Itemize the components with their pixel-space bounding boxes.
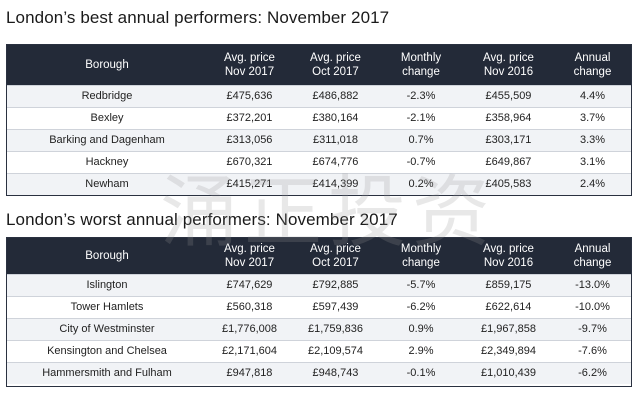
cell-borough: Bexley (7, 106, 207, 129)
cell-monthly-change: -0.7% (379, 150, 463, 173)
cell-monthly-change: 2.9% (379, 339, 463, 362)
cell-price-nov-2017: £670,321 (207, 150, 292, 173)
cell-annual-change: -13.0% (554, 273, 631, 296)
cell-price-nov-2016: £2,349,894 (463, 339, 554, 362)
table-row: Hammersmith and Fulham £947,818 £948,743… (7, 361, 631, 384)
cell-price-nov-2017: £372,201 (207, 106, 292, 129)
header-cell-borough: Borough (7, 45, 207, 85)
table-row: Newham £415,271 £414,399 0.2% £405,583 2… (7, 172, 631, 195)
cell-price-nov-2017: £1,776,008 (207, 317, 292, 340)
cell-monthly-change: -2.3% (379, 84, 463, 107)
cell-borough: Barking and Dagenham (7, 128, 207, 151)
cell-annual-change: 3.3% (554, 128, 631, 151)
best-performers-table: Borough Avg. price Nov 2017 Avg. price Oct… (7, 45, 631, 195)
table-row: Kensington and Chelsea £2,171,604 £2,109… (7, 339, 631, 362)
best-table-header: Borough Avg. price Nov 2017 Avg. price Oct… (7, 45, 631, 85)
cell-price-oct-2017: £2,109,574 (292, 339, 379, 362)
header-cell-price-oct-2017: Avg. price Oct 2017 (292, 238, 379, 274)
cell-monthly-change: -6.2% (379, 295, 463, 318)
cell-borough: Hackney (7, 150, 207, 173)
cell-borough: City of Westminster (7, 317, 207, 340)
cell-price-nov-2016: £455,509 (463, 84, 554, 107)
table-row: Tower Hamlets £560,318 £597,439 -6.2% £6… (7, 295, 631, 318)
table-row: Redbridge £475,636 £486,882 -2.3% £455,5… (7, 84, 631, 107)
cell-annual-change: 3.7% (554, 106, 631, 129)
cell-annual-change: -9.7% (554, 317, 631, 340)
cell-price-oct-2017: £414,399 (292, 172, 379, 195)
header-cell-price-nov-2017: Avg. price Nov 2017 (207, 238, 292, 274)
table-row: Bexley £372,201 £380,164 -2.1% £358,964 … (7, 106, 631, 129)
cell-monthly-change: -0.1% (379, 361, 463, 384)
worst-table-header: Borough Avg. price Nov 2017 Avg. price Oct… (7, 238, 631, 274)
cell-price-oct-2017: £674,776 (292, 150, 379, 173)
cell-monthly-change: 0.2% (379, 172, 463, 195)
cell-price-nov-2016: £405,583 (463, 172, 554, 195)
cell-price-oct-2017: £597,439 (292, 295, 379, 318)
cell-price-nov-2016: £1,967,858 (463, 317, 554, 340)
worst-performers-table: Borough Avg. price Nov 2017 Avg. price Oct… (7, 238, 631, 384)
cell-price-oct-2017: £1,759,836 (292, 317, 379, 340)
cell-price-oct-2017: £486,882 (292, 84, 379, 107)
cell-annual-change: 2.4% (554, 172, 631, 195)
header-cell-monthly-change: Monthly change (379, 238, 463, 274)
cell-price-nov-2017: £560,318 (207, 295, 292, 318)
cell-price-nov-2016: £358,964 (463, 106, 554, 129)
cell-borough: Redbridge (7, 84, 207, 107)
cell-borough: Islington (7, 273, 207, 296)
worst-performers-title: London’s worst annual performers: Novemb… (6, 210, 398, 229)
cell-annual-change: -7.6% (554, 339, 631, 362)
header-row: Borough Avg. price Nov 2017 Avg. price Oct… (7, 238, 631, 274)
cell-price-nov-2017: £947,818 (207, 361, 292, 384)
cell-price-nov-2017: £2,171,604 (207, 339, 292, 362)
cell-price-nov-2016: £303,171 (463, 128, 554, 151)
cell-price-oct-2017: £380,164 (292, 106, 379, 129)
cell-price-nov-2016: £649,867 (463, 150, 554, 173)
cell-monthly-change: -5.7% (379, 273, 463, 296)
best-table-body: Redbridge £475,636 £486,882 -2.3% £455,5… (7, 84, 631, 195)
header-cell-monthly-change: Monthly change (379, 45, 463, 85)
best-performers-title: London’s best annual performers: Novembe… (6, 8, 390, 27)
header-cell-annual-change: Annual change (554, 45, 631, 85)
table-row: Barking and Dagenham £313,056 £311,018 0… (7, 128, 631, 151)
cell-price-nov-2017: £415,271 (207, 172, 292, 195)
header-row: Borough Avg. price Nov 2017 Avg. price Oct… (7, 45, 631, 85)
header-cell-annual-change: Annual change (554, 238, 631, 274)
cell-price-nov-2016: £859,175 (463, 273, 554, 296)
cell-borough: Kensington and Chelsea (7, 339, 207, 362)
cell-price-oct-2017: £311,018 (292, 128, 379, 151)
header-cell-price-nov-2016: Avg. price Nov 2016 (463, 238, 554, 274)
cell-price-nov-2017: £313,056 (207, 128, 292, 151)
header-cell-price-nov-2016: Avg. price Nov 2016 (463, 45, 554, 85)
cell-annual-change: 3.1% (554, 150, 631, 173)
cell-price-nov-2016: £622,614 (463, 295, 554, 318)
worst-table-body: Islington £747,629 £792,885 -5.7% £859,1… (7, 273, 631, 384)
cell-price-nov-2017: £747,629 (207, 273, 292, 296)
cell-borough: Hammersmith and Fulham (7, 361, 207, 384)
cell-borough: Newham (7, 172, 207, 195)
cell-price-oct-2017: £792,885 (292, 273, 379, 296)
cell-monthly-change: -2.1% (379, 106, 463, 129)
table-row: Hackney £670,321 £674,776 -0.7% £649,867… (7, 150, 631, 173)
cell-annual-change: -6.2% (554, 361, 631, 384)
table-row: Islington £747,629 £792,885 -5.7% £859,1… (7, 273, 631, 296)
header-cell-borough: Borough (7, 238, 207, 274)
worst-performers-table-container: Borough Avg. price Nov 2017 Avg. price Oct… (6, 237, 632, 387)
cell-price-nov-2017: £475,636 (207, 84, 292, 107)
cell-price-nov-2016: £1,010,439 (463, 361, 554, 384)
header-cell-price-oct-2017: Avg. price Oct 2017 (292, 45, 379, 85)
cell-borough: Tower Hamlets (7, 295, 207, 318)
header-cell-price-nov-2017: Avg. price Nov 2017 (207, 45, 292, 85)
cell-annual-change: 4.4% (554, 84, 631, 107)
cell-price-oct-2017: £948,743 (292, 361, 379, 384)
best-performers-table-container: Borough Avg. price Nov 2017 Avg. price Oct… (6, 44, 632, 196)
cell-monthly-change: 0.9% (379, 317, 463, 340)
table-row: City of Westminster £1,776,008 £1,759,83… (7, 317, 631, 340)
cell-annual-change: -10.0% (554, 295, 631, 318)
cell-monthly-change: 0.7% (379, 128, 463, 151)
